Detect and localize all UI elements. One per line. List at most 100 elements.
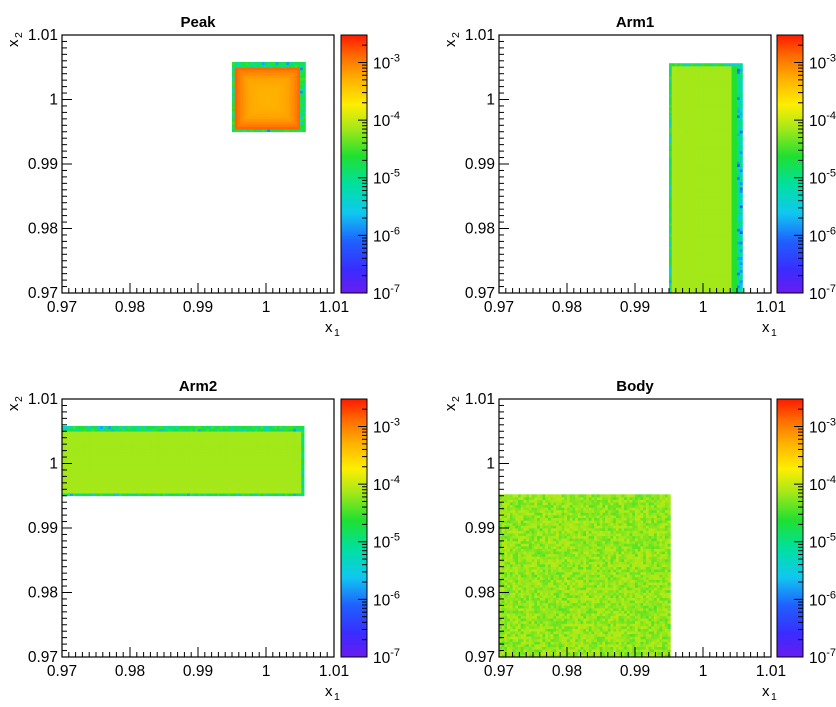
heatmap-cell [163, 426, 166, 429]
heatmap-cell [201, 426, 204, 429]
heatmap-cell [254, 62, 257, 65]
heatmap-cell [669, 63, 672, 66]
colorbar: 10-710-610-510-410-3 [341, 35, 400, 303]
y-tick-label: 0.99 [28, 156, 58, 173]
heatmap-cell [286, 62, 289, 65]
heatmap-cell [119, 426, 122, 429]
heatmap-cell [193, 426, 196, 429]
heatmap-cell [135, 426, 138, 429]
y-tick-label: 1.01 [28, 27, 58, 44]
heatmap-cell [206, 426, 209, 429]
heatmap-cell [73, 426, 76, 429]
heatmap-cell [270, 62, 273, 65]
heatmap-cell [95, 426, 98, 429]
heatmap-cell [732, 63, 735, 66]
heatmap-cell [297, 62, 300, 65]
heatmap-cell [165, 426, 168, 429]
y-tick-label: 1 [49, 92, 58, 109]
colorbar-label: 10-6 [373, 225, 400, 245]
heatmap-cells [62, 426, 304, 496]
heatmap-cell [710, 63, 713, 66]
x-tick-label: 1.01 [319, 299, 349, 316]
heatmap-cell [737, 63, 740, 66]
heatmap-cell [152, 426, 155, 429]
heatmap-cell [184, 426, 187, 429]
colorbar-label: 10-7 [809, 283, 836, 303]
heatmap-cell [729, 63, 732, 66]
heatmap-cell [179, 426, 182, 429]
heatmap-cell [114, 426, 117, 429]
heatmap-cell [278, 62, 281, 65]
heatmap-cell [273, 62, 276, 65]
colorbar-label: 10-6 [809, 225, 836, 245]
heatmap-cell [295, 62, 298, 65]
panel-title: Peak [180, 14, 216, 31]
colorbar-label: 10-5 [373, 168, 400, 188]
heatmap-cell [182, 426, 185, 429]
y-tick-label: 0.98 [28, 221, 58, 238]
heatmap-cell [723, 63, 726, 66]
heatmap-cell [70, 426, 73, 429]
heatmap-cell [86, 426, 89, 429]
heatmap-cell [289, 62, 292, 65]
y-axis-label-subscript: 2 [450, 32, 462, 38]
heatmap-cell [187, 426, 190, 429]
heatmap-cell [160, 426, 163, 429]
heatmap-cell [111, 426, 114, 429]
heatmap-cell [122, 426, 125, 429]
heatmap-cell [149, 426, 152, 429]
heatmap-cell [740, 63, 743, 66]
heatmap-cell [190, 426, 193, 429]
x-tick-label: 0.99 [183, 299, 213, 316]
heatmap-cell [97, 426, 100, 429]
colorbar-gradient [341, 35, 367, 293]
heatmap-cell [108, 426, 111, 429]
heatmap-cell [138, 426, 141, 429]
heatmap-cell [726, 63, 729, 66]
heatmap-cell [67, 426, 70, 429]
heatmap-cell [248, 62, 251, 65]
colorbar-label: 10-7 [373, 283, 400, 303]
heatmap-cell [141, 426, 144, 429]
x-axis-label: x [325, 319, 333, 336]
y-tick-label: 0.98 [465, 221, 495, 238]
colorbar-label: 10-4 [373, 110, 400, 130]
panel-title: Arm1 [616, 14, 654, 31]
x-axis-label-subscript: 1 [334, 327, 340, 339]
heatmap-cell [212, 426, 215, 429]
heatmap-cell [696, 63, 699, 66]
heatmap-cell [237, 62, 240, 65]
heatmap-cell [198, 426, 201, 429]
heatmap-cell [157, 426, 160, 429]
heatmap-cell [235, 62, 238, 65]
colorbar-label: 10-4 [809, 110, 836, 130]
heatmap-cell [84, 426, 87, 429]
heatmap-cell [203, 426, 206, 429]
y-tick-label: 1.01 [465, 27, 495, 44]
x-tick-label: 0.99 [620, 299, 650, 316]
heatmap-cell [718, 63, 721, 66]
heatmap-cell [303, 62, 306, 65]
heatmap-cell [691, 63, 694, 66]
heatmap-cell [174, 426, 177, 429]
heatmap-cell [154, 426, 157, 429]
heatmap-cell [688, 63, 691, 66]
heatmap-cell [699, 63, 702, 66]
heatmap-cell [284, 62, 287, 65]
heatmap-cell [276, 62, 279, 65]
y-axis-label: x [5, 39, 22, 47]
heatmap-cell [680, 63, 683, 66]
heatmap-cell [674, 63, 677, 66]
heatmap-cell [65, 426, 68, 429]
heatmap-cell [76, 426, 79, 429]
heatmap-cell [259, 62, 262, 65]
y-axis-label: x [442, 39, 459, 47]
y-axis-label-subscript: 2 [13, 32, 25, 38]
heatmap-cell [721, 63, 724, 66]
heatmap-cell [209, 426, 212, 429]
heatmap-cell [100, 426, 103, 429]
x-axis-label-subscript: 1 [771, 327, 777, 339]
heatmap-cell [672, 63, 675, 66]
y-tick-label: 1 [486, 92, 495, 109]
